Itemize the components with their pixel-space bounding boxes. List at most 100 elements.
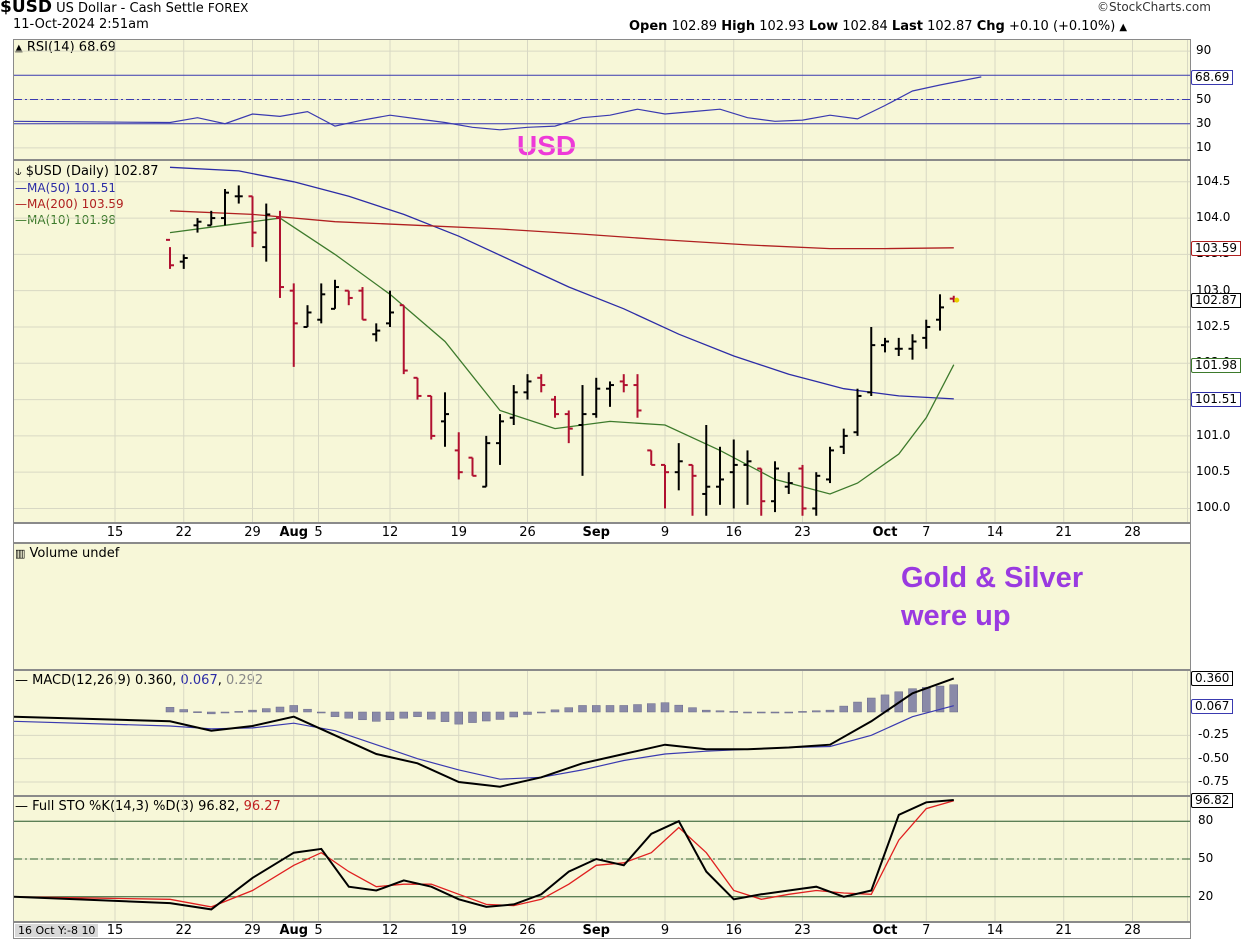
macd-histogram-bar xyxy=(399,711,408,719)
bottom-x-axis-tick: 29 xyxy=(244,923,261,938)
macd-histogram-bar xyxy=(509,711,518,718)
x-axis-tick: 22 xyxy=(175,525,193,540)
macd-histogram-bar xyxy=(743,711,752,714)
macd-histogram-bar xyxy=(550,709,560,713)
price-y-tick: 100.0 xyxy=(1196,500,1231,515)
macd-line xyxy=(13,677,955,788)
macd-histogram-bar xyxy=(165,707,175,713)
macd-histogram-bar xyxy=(702,709,711,713)
bottom-x-axis-tick: 12 xyxy=(381,923,399,938)
exchange: FOREX xyxy=(207,1,249,15)
x-axis-tick: 9 xyxy=(660,525,670,540)
last-price-tag: 102.87 xyxy=(1191,293,1241,309)
ohlc-readout: Open 102.89 High 102.93 Low 102.84 Last … xyxy=(629,19,1127,34)
signal-value: 0.067 xyxy=(180,673,218,688)
macd-histogram-bar xyxy=(523,711,532,715)
bottom-x-axis-tick: 5 xyxy=(314,923,323,938)
macd-y-tick: -0.50 xyxy=(1198,750,1230,765)
macd-histogram-bar xyxy=(674,704,683,713)
macd-histogram-bar xyxy=(537,711,546,714)
price-y-tick: 104.5 xyxy=(1196,173,1231,188)
x-axis-strip xyxy=(13,523,1191,543)
macd-legend: — MACD(12,26,9) 0.360, 0.067, 0.292 xyxy=(15,673,264,688)
open-value: 102.89 xyxy=(671,19,718,34)
x-axis-tick: 12 xyxy=(381,525,399,540)
x-axis-tick: 21 xyxy=(1055,525,1073,540)
rsi-y-tick: 10 xyxy=(1196,139,1212,154)
macd-histogram-bar xyxy=(867,697,876,713)
open-label: Open xyxy=(629,19,668,34)
price-y-tick: 102.5 xyxy=(1196,318,1231,333)
rsi-line xyxy=(13,76,982,131)
macd-histogram-bar xyxy=(853,701,862,713)
macd-histogram-bar xyxy=(262,708,271,713)
ma200-tag: 103.59 xyxy=(1191,240,1241,256)
x-axis-tick: 28 xyxy=(1124,525,1141,540)
macd-histogram-bar xyxy=(578,705,587,713)
macd-histogram-bar xyxy=(839,705,848,713)
macd-label: MACD(12,26,9) xyxy=(32,673,131,688)
macd-value: 0.360 xyxy=(135,673,173,688)
sto-tag: 96.82 xyxy=(1191,793,1234,808)
macd-histogram-bar xyxy=(317,711,326,714)
macd-histogram-bar xyxy=(564,707,573,713)
macd-histogram-bar xyxy=(303,708,312,713)
up-arrow-icon: ▲ xyxy=(1119,22,1128,33)
ma10-tag: 101.98 xyxy=(1191,357,1241,373)
ma200-value: 103.59 xyxy=(81,197,124,211)
ma10-label: MA(10) xyxy=(27,213,71,227)
x-axis-tick: Oct xyxy=(872,525,898,540)
macd-histogram-bar xyxy=(207,711,216,715)
macd-histogram-bar xyxy=(647,703,656,713)
last-label: Last xyxy=(891,19,923,34)
rsi-y-tick: 50 xyxy=(1196,91,1212,106)
macd-histogram-bar xyxy=(784,711,793,714)
ma50-label: MA(50) xyxy=(27,181,71,195)
x-axis-tick: 15 xyxy=(106,525,124,540)
macd-histogram-bar xyxy=(688,707,697,713)
macd-histogram-bar xyxy=(344,711,353,719)
macd-histogram-bar xyxy=(179,709,188,713)
price-y-tick: 101.0 xyxy=(1196,427,1231,442)
chg-label: Chg xyxy=(976,19,1005,34)
macd-histogram-bar xyxy=(358,711,367,721)
macd-histogram-bar xyxy=(592,705,601,713)
metals-annotation: Gold & Silver were up xyxy=(901,559,1083,635)
brand-logo: ©StockCharts.com xyxy=(1097,0,1211,14)
x-axis-tick: 5 xyxy=(314,525,323,540)
macd-histogram-bar xyxy=(908,688,917,713)
last-price-marker xyxy=(954,297,960,303)
sto-y-tick: 50 xyxy=(1198,851,1214,865)
macd-histogram-bar xyxy=(949,684,958,713)
price-legend: ⫝ $USD (Daily) 102.87 —MA(50) 101.51 —MA… xyxy=(15,164,159,227)
metals-annotation-line2: were up xyxy=(901,600,1011,632)
ma200-line xyxy=(169,210,954,250)
macd-histogram-bar xyxy=(715,710,725,713)
macd-histogram-bar xyxy=(825,709,835,713)
sto-d-line xyxy=(13,800,954,908)
volume-legend: ▥ Volume undef xyxy=(15,546,119,561)
chart-date: 11-Oct-2024 2:51am xyxy=(13,17,149,32)
macd-histogram-bar xyxy=(935,685,945,713)
high-label: High xyxy=(721,19,756,34)
macd-histogram-bar xyxy=(495,711,505,720)
macd-histogram-bar xyxy=(633,704,642,713)
sto-label: Full STO %K(14,3) %D(3) xyxy=(32,799,194,814)
price-label: $USD (Daily) xyxy=(25,164,109,179)
symbol: $USD xyxy=(0,0,52,17)
macd-histogram-bar xyxy=(757,711,766,714)
chg-value: +0.10 (+0.10%) xyxy=(1008,19,1116,34)
x-axis-tick: 29 xyxy=(244,525,261,540)
macd-histogram-bar xyxy=(922,687,931,713)
price-y-tick: 104.0 xyxy=(1196,210,1231,225)
x-axis-tick: 26 xyxy=(519,525,536,540)
macd-histogram-bar xyxy=(798,711,807,713)
price-value: 102.87 xyxy=(113,164,159,179)
macd-histogram-bar xyxy=(454,711,463,725)
macd-tag: 0.360 xyxy=(1191,671,1234,687)
ma50-value: 101.51 xyxy=(74,181,117,195)
x-axis-tick: 7 xyxy=(922,525,931,540)
rsi-y-tick: 90 xyxy=(1196,43,1212,58)
macd-histogram-bar xyxy=(482,711,491,722)
